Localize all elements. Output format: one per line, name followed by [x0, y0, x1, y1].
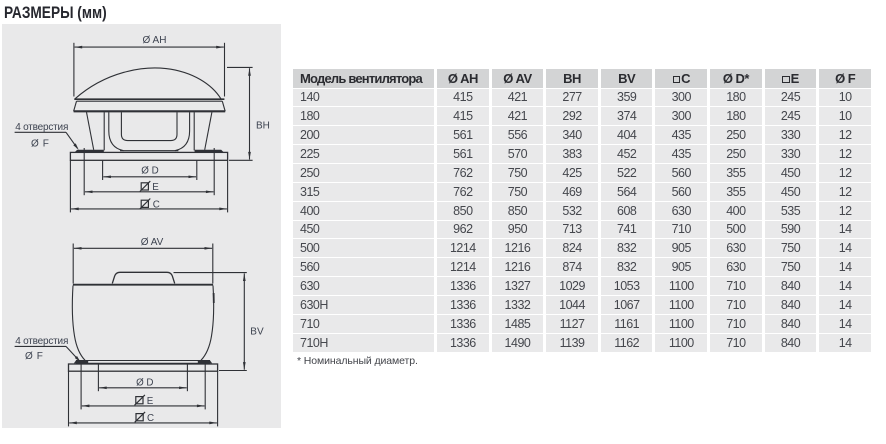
svg-text:BH: BH: [256, 120, 270, 131]
svg-text:Ø AH: Ø AH: [143, 35, 167, 46]
svg-text:Ø D: Ø D: [136, 377, 153, 388]
svg-text:C: C: [153, 200, 160, 211]
svg-text:E: E: [152, 182, 159, 193]
svg-text:4 отверстия: 4 отверстия: [15, 336, 68, 347]
svg-text:4 отверстия: 4 отверстия: [15, 122, 68, 133]
svg-text:E: E: [147, 396, 154, 407]
svg-text:Ø F: Ø F: [25, 351, 43, 362]
svg-text:Ø AV: Ø AV: [141, 237, 164, 248]
svg-text:Ø D: Ø D: [141, 165, 158, 176]
svg-text:BV: BV: [250, 326, 264, 337]
svg-text:Ø F: Ø F: [31, 139, 49, 150]
svg-text:C: C: [147, 413, 154, 424]
